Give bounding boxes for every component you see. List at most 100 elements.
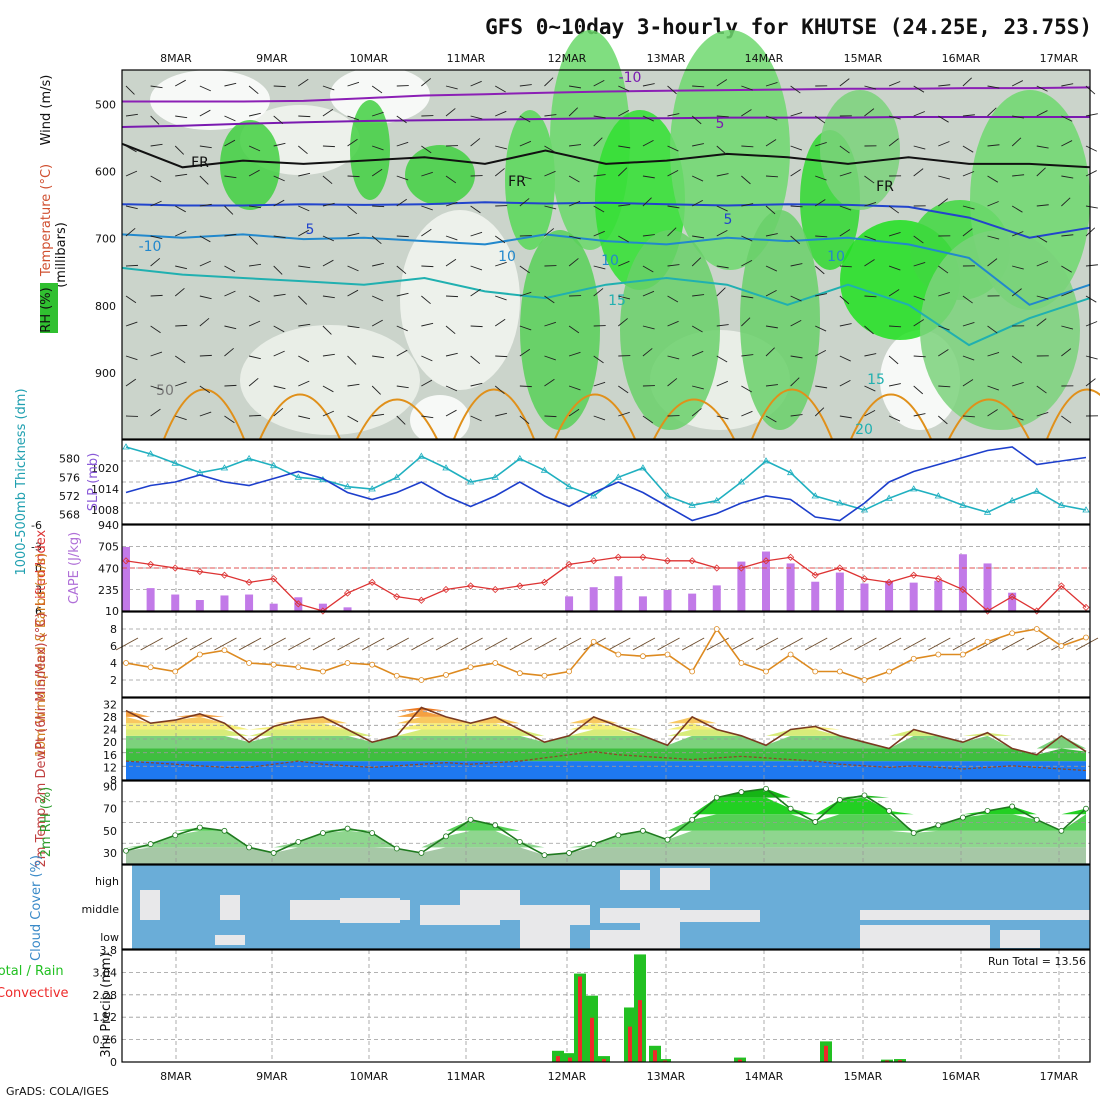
lifted-index-point [245,578,253,586]
thickness-point [122,443,130,450]
cloud-block [660,868,710,890]
wind-barb [298,205,310,212]
contour-label: FR [191,155,209,171]
wind-speed-point [443,672,449,678]
wind-barb [298,78,309,87]
wind-barb [470,288,481,297]
thickness-point [934,492,943,499]
wind-barb [298,415,311,420]
wind-barb [519,84,532,87]
isotherm-warm-arc [163,388,245,440]
wind-barb [987,258,998,267]
wind-barb [347,355,357,365]
wind-barb [642,415,654,424]
wind-barb [962,379,974,387]
wind-barb [962,114,975,117]
wind-barb [347,383,360,387]
wind-barb [371,85,383,94]
wind-barb [618,145,631,149]
lifted-index-axis-title: Lifted Index [34,529,49,606]
thickness-point [491,473,499,480]
wind-barb [888,289,900,297]
wind-barb [731,637,754,651]
wind-barb [790,235,800,245]
wind-barb [421,415,434,419]
day-label-bottom: 13MAR [647,1070,686,1083]
wind-barb [692,143,704,147]
wind-speed-point [418,677,425,683]
wind-barb [495,261,507,267]
wind-barb [864,175,875,184]
thickness-point [343,482,352,490]
wind-barb [495,110,507,117]
wind-barb [150,85,163,89]
wind-barb [618,204,631,207]
thickness-point [1057,501,1066,508]
rh-2m-point [836,796,843,803]
rh-2m-point [615,832,622,839]
rh-2m-line [125,787,1087,856]
wind-barb [667,145,679,152]
wind-barb [470,415,482,422]
wind-barb [199,385,211,394]
wind-barb [593,265,606,270]
wind-barb [888,232,901,237]
day-label-top: 8MAR [160,52,192,65]
precip-bar-convective [885,1060,889,1062]
wind-barb [371,319,383,327]
wind-barb [421,295,431,305]
panel-frame [121,949,1091,1063]
wind-barb [755,637,779,651]
wind-barb [249,205,262,209]
thickness-point [737,478,746,485]
wind-speed-point [689,668,696,675]
cape-bar [638,596,647,611]
wind-barb [544,355,556,361]
wind-barb [322,385,334,393]
contour-label: FR [876,179,894,195]
thickness-point [1033,487,1041,494]
precip-bar-convective [578,976,582,1062]
thickness-point [516,454,524,462]
rh-2m-point [246,844,252,851]
wind-barb [962,205,975,210]
wind-barb [199,235,211,243]
wind-barb [741,235,753,242]
footer-credit: GrADS: COLA/IGES [6,1085,109,1098]
day-label-top: 11MAR [447,52,486,65]
wind-barb [692,385,704,390]
wind-barb [839,355,851,362]
cape-bar [245,594,254,611]
panel-frame [121,697,1091,781]
wind-barb [1061,197,1071,207]
slp-axis-title: SLP (mb) [86,453,101,512]
temperature-band [126,707,1086,711]
wind-barb [322,295,335,299]
wind-barb [962,355,975,361]
wind-barb [716,115,729,118]
wind-barb [249,414,262,417]
wind-barb [273,350,285,357]
wind-barb [544,205,557,210]
wind-barb [495,355,508,358]
cape-bar [934,580,943,611]
precip-tick-label: 3.8 [100,944,118,957]
wind-barb [741,259,753,267]
rh-fill-region [330,67,430,123]
pressure-tick-label: 500 [95,99,116,112]
wind-barb [248,112,261,117]
wind-barb [667,355,680,360]
rh-2m-point [147,841,154,847]
wind-barb [273,407,284,417]
lifted-index-tick-label: 0 [35,562,42,575]
wind-speed-point [320,668,326,675]
lifted-index-point [762,557,770,565]
wind-barb [519,385,532,388]
wind-barb [938,325,950,331]
cape-tick-label: 705 [98,541,119,554]
wind-barb [421,265,434,268]
wind-barb [864,235,876,241]
lifted-index-point [319,607,327,615]
cape-bar [343,607,352,611]
day-label-bottom: 15MAR [844,1070,883,1083]
